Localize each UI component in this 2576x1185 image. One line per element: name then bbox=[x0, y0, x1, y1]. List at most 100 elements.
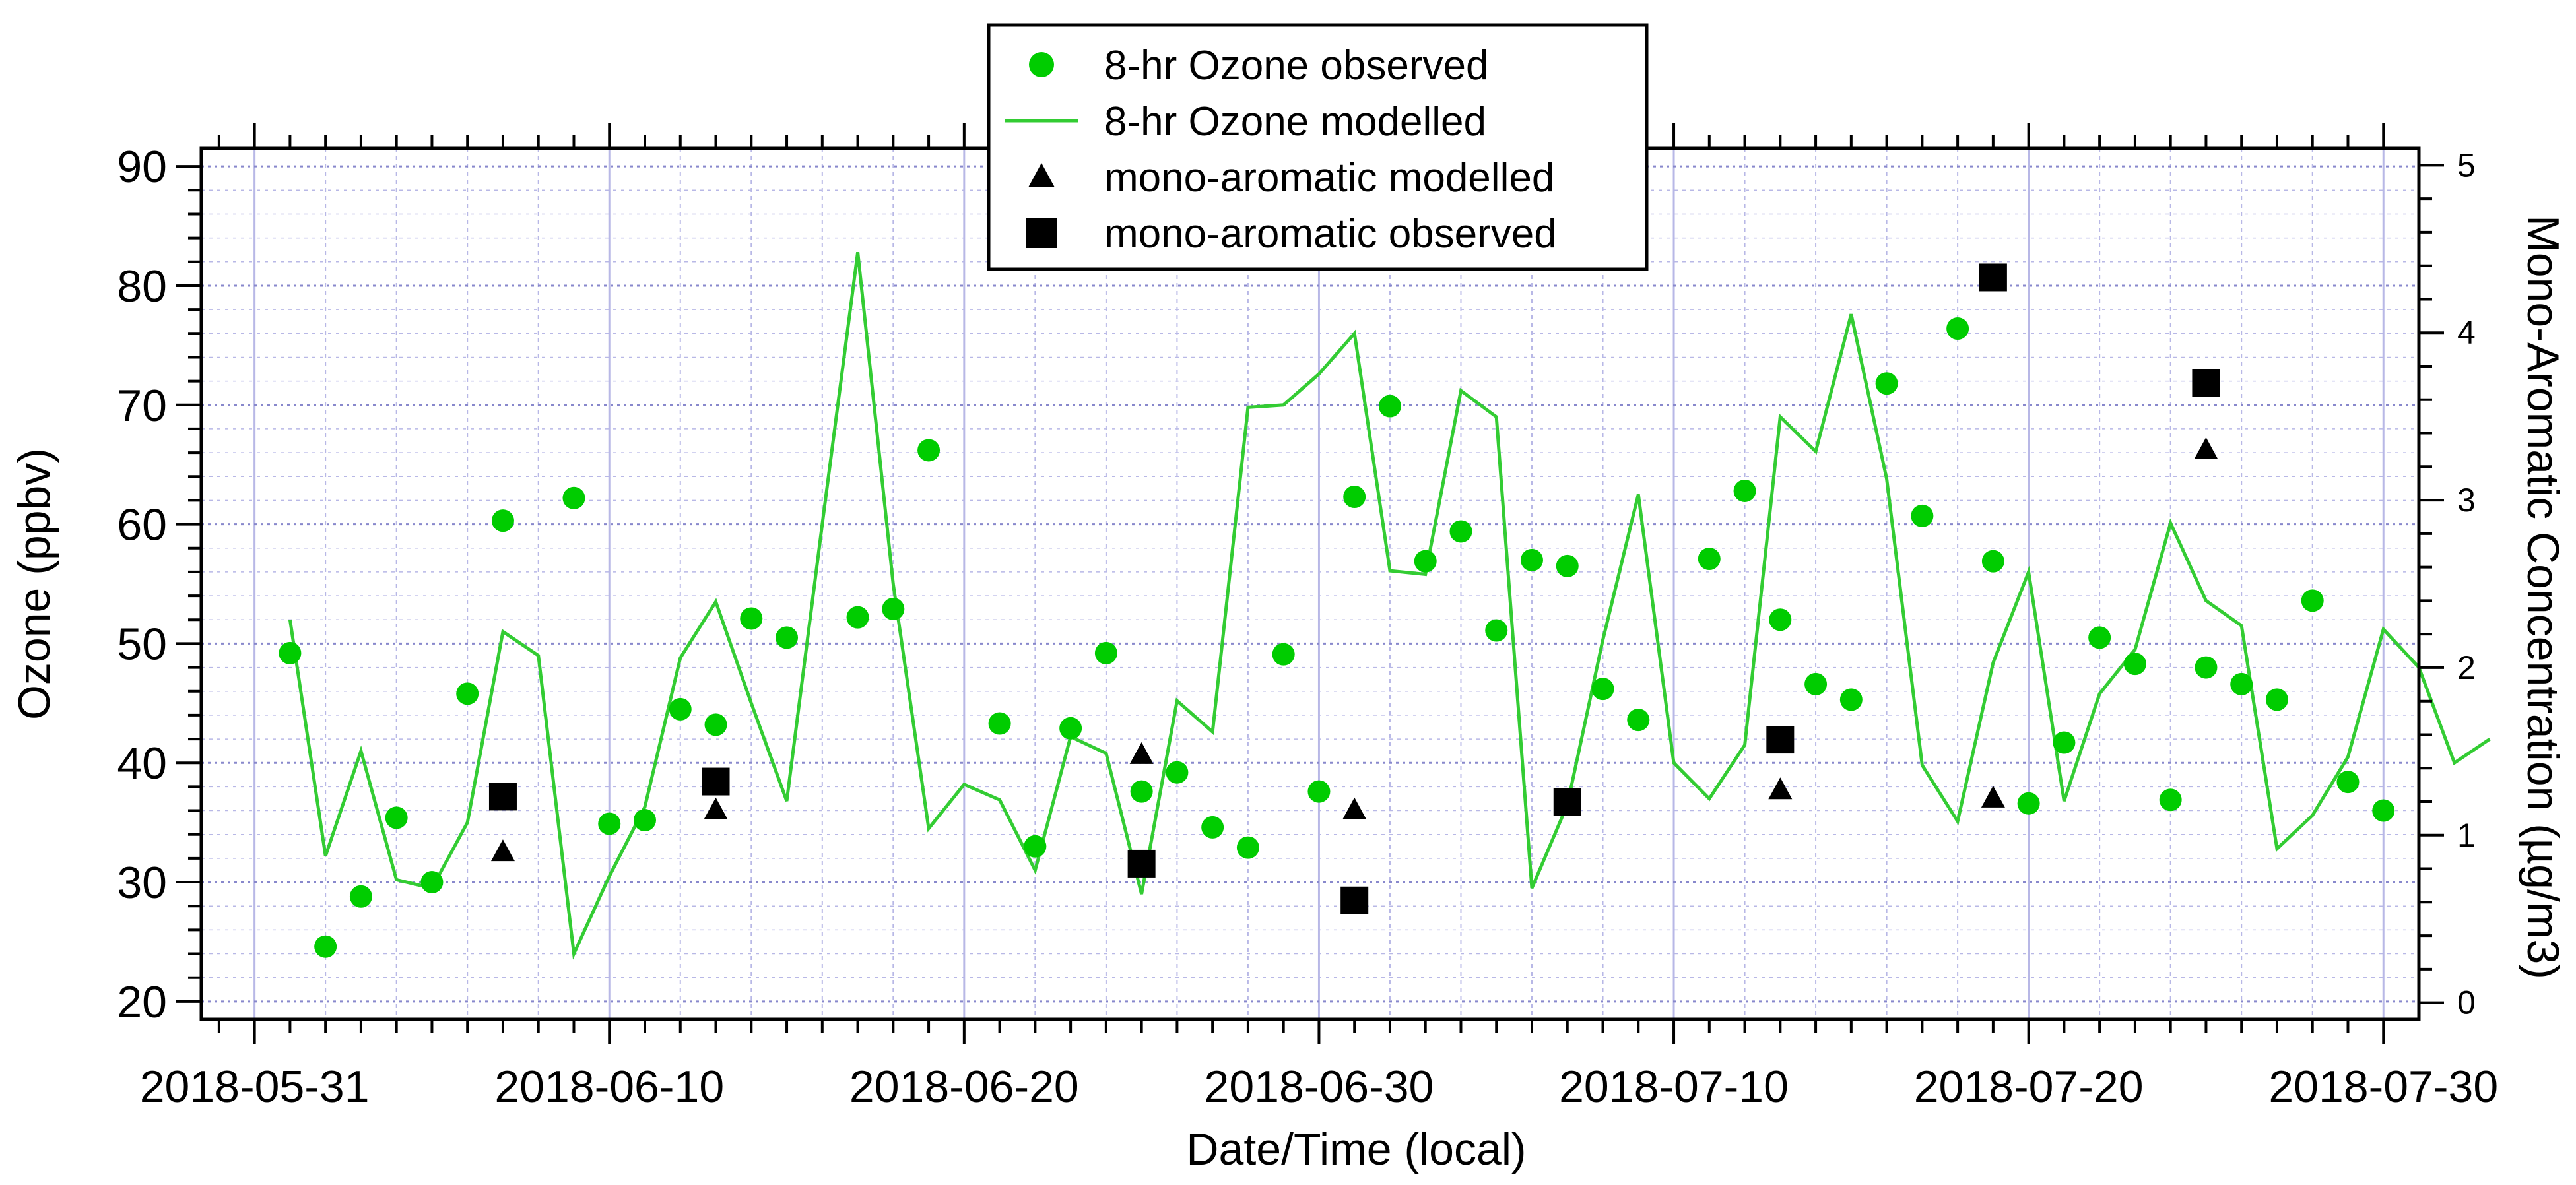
ozone-observed-point bbox=[1378, 395, 1401, 418]
ozone-observed-point bbox=[2123, 653, 2146, 676]
ozone-observed-point bbox=[1769, 608, 1792, 631]
y-left-tick-label: 50 bbox=[117, 619, 167, 669]
ozone-observed-point bbox=[491, 509, 514, 532]
ozone-observed-point bbox=[1449, 520, 1472, 543]
ozone-observed-point bbox=[1946, 317, 1969, 340]
legend-label: 8-hr Ozone observed bbox=[1104, 43, 1488, 88]
aromatic-modelled-point bbox=[1768, 777, 1793, 800]
ozone-observed-point bbox=[1059, 717, 1082, 740]
ozone-observed-point bbox=[1166, 761, 1189, 784]
y-left-tick-label: 40 bbox=[117, 738, 167, 788]
legend-box bbox=[987, 23, 1649, 271]
ozone-observed-point bbox=[1343, 486, 1366, 508]
ozone-observed-point bbox=[349, 885, 372, 908]
x-tick-label: 2018-07-30 bbox=[2268, 1062, 2498, 1112]
ozone-observed-point bbox=[988, 712, 1011, 735]
ozone-observed-point bbox=[776, 626, 799, 649]
aromatic-observed-point bbox=[702, 767, 730, 796]
ozone-observed-point bbox=[1627, 709, 1650, 732]
aromatic-modelled-point bbox=[1129, 742, 1154, 764]
x-tick-label: 2018-06-20 bbox=[849, 1062, 1079, 1112]
aromatic-modelled-point bbox=[2194, 437, 2218, 459]
ozone-observed-point bbox=[1201, 816, 1224, 839]
legend-label: 8-hr Ozone modelled bbox=[1104, 99, 1486, 144]
aromatic-observed-point bbox=[1553, 788, 1581, 816]
ozone-observed-point bbox=[846, 606, 869, 629]
ozone-observed-point bbox=[2372, 799, 2395, 822]
ozone-observed-point bbox=[1307, 780, 1331, 803]
ozone-observed-point bbox=[1911, 504, 1934, 527]
x-tick-label: 2018-05-31 bbox=[140, 1062, 370, 1112]
ozone-observed-point bbox=[385, 806, 408, 829]
ozone-observed-point bbox=[2017, 792, 2040, 815]
legend-swatch-circle bbox=[1029, 52, 1054, 77]
aromatic-observed-point bbox=[1127, 849, 1156, 878]
x-tick-label: 2018-07-10 bbox=[1559, 1062, 1789, 1112]
aromatic-modelled-point bbox=[1342, 797, 1367, 819]
x-tick-label: 2018-06-30 bbox=[1205, 1062, 1434, 1112]
ozone-observed-point bbox=[1698, 548, 1721, 571]
y-right-tick-label: 2 bbox=[2457, 649, 2476, 686]
ozone-observed-point bbox=[2088, 626, 2111, 649]
x-tick-label: 2018-06-10 bbox=[494, 1062, 724, 1112]
aromatic-observed-point bbox=[1766, 726, 1795, 754]
x-tick-label: 2018-07-20 bbox=[1914, 1062, 2144, 1112]
aromatic-modelled-point bbox=[490, 839, 515, 862]
y-left-tick-label: 90 bbox=[117, 142, 167, 192]
ozone-observed-point bbox=[1733, 479, 1756, 502]
ozone-observed-point bbox=[2053, 731, 2076, 754]
ozone-observed-point bbox=[882, 597, 905, 620]
y-left-tick-label: 20 bbox=[117, 977, 167, 1027]
ozone-observed-point bbox=[1485, 619, 1508, 642]
ozone-observed-point bbox=[598, 812, 621, 835]
y-right-tick-label: 4 bbox=[2457, 314, 2476, 351]
aromatic-modelled-point bbox=[1981, 785, 2005, 808]
y-left-tick-label: 80 bbox=[117, 261, 167, 311]
ozone-observed-point bbox=[420, 871, 444, 894]
legend-label: mono-aromatic observed bbox=[1104, 211, 1557, 257]
ozone-observed-point bbox=[2301, 589, 2324, 612]
ozone-observed-point bbox=[669, 697, 692, 721]
ozone-observed-point bbox=[2159, 788, 2182, 812]
y-right-tick-label: 1 bbox=[2457, 817, 2476, 854]
ozone-observed-point bbox=[2336, 771, 2360, 794]
legend-swatch-triangle bbox=[1028, 163, 1055, 187]
ozone-observed-point bbox=[740, 607, 763, 630]
y-right-tick-label: 3 bbox=[2457, 482, 2476, 519]
ozone-observed-point bbox=[1236, 836, 1259, 859]
ozone-observed-point bbox=[704, 713, 727, 736]
ozone-observed-point bbox=[2230, 672, 2253, 695]
ozone-observed-point bbox=[1556, 554, 1579, 577]
aromatic-observed-point bbox=[1340, 886, 1369, 914]
ozone-observed-point bbox=[1591, 678, 1614, 701]
ozone-observed-point bbox=[1024, 835, 1047, 858]
ozone-observed-point bbox=[1130, 780, 1153, 803]
y-left-axis-title: Ozone (ppbv) bbox=[9, 448, 59, 720]
ozone-observed-point bbox=[1839, 688, 1863, 711]
legend-label: mono-aromatic modelled bbox=[1104, 155, 1554, 201]
ozone-observed-point bbox=[2195, 656, 2218, 679]
aromatic-modelled-point bbox=[704, 797, 728, 819]
aromatic-observed-point bbox=[1979, 263, 2007, 292]
y-left-tick-label: 70 bbox=[117, 381, 167, 431]
ozone-observed-point bbox=[279, 641, 302, 664]
ozone-observed-point bbox=[456, 682, 479, 705]
ozone-observed-point bbox=[1094, 641, 1117, 664]
ozone-observed-point bbox=[1875, 372, 1898, 395]
aromatic-observed-point bbox=[488, 783, 517, 811]
plot-area bbox=[279, 251, 2491, 960]
ozone-observed-point bbox=[562, 486, 585, 509]
ozone-observed-point bbox=[634, 809, 656, 832]
ozone-observed-point bbox=[2265, 688, 2288, 711]
y-right-tick-label: 0 bbox=[2457, 984, 2476, 1021]
y-right-axis-title: Mono-Aromatic Concentration (µg/m3) bbox=[2518, 215, 2568, 979]
y-left-tick-label: 30 bbox=[117, 858, 167, 908]
legend: 8-hr Ozone observed 8-hr Ozone modelled mo… bbox=[987, 23, 1649, 271]
aromatic-observed-point bbox=[2192, 369, 2220, 397]
ozone-observed-point bbox=[917, 439, 941, 462]
legend-swatch-square bbox=[1026, 218, 1057, 248]
x-axis-title: Date/Time (local) bbox=[1186, 1124, 1526, 1174]
ozone-observed-point bbox=[1414, 550, 1437, 573]
series-line-ozone-modelled bbox=[288, 251, 2491, 960]
